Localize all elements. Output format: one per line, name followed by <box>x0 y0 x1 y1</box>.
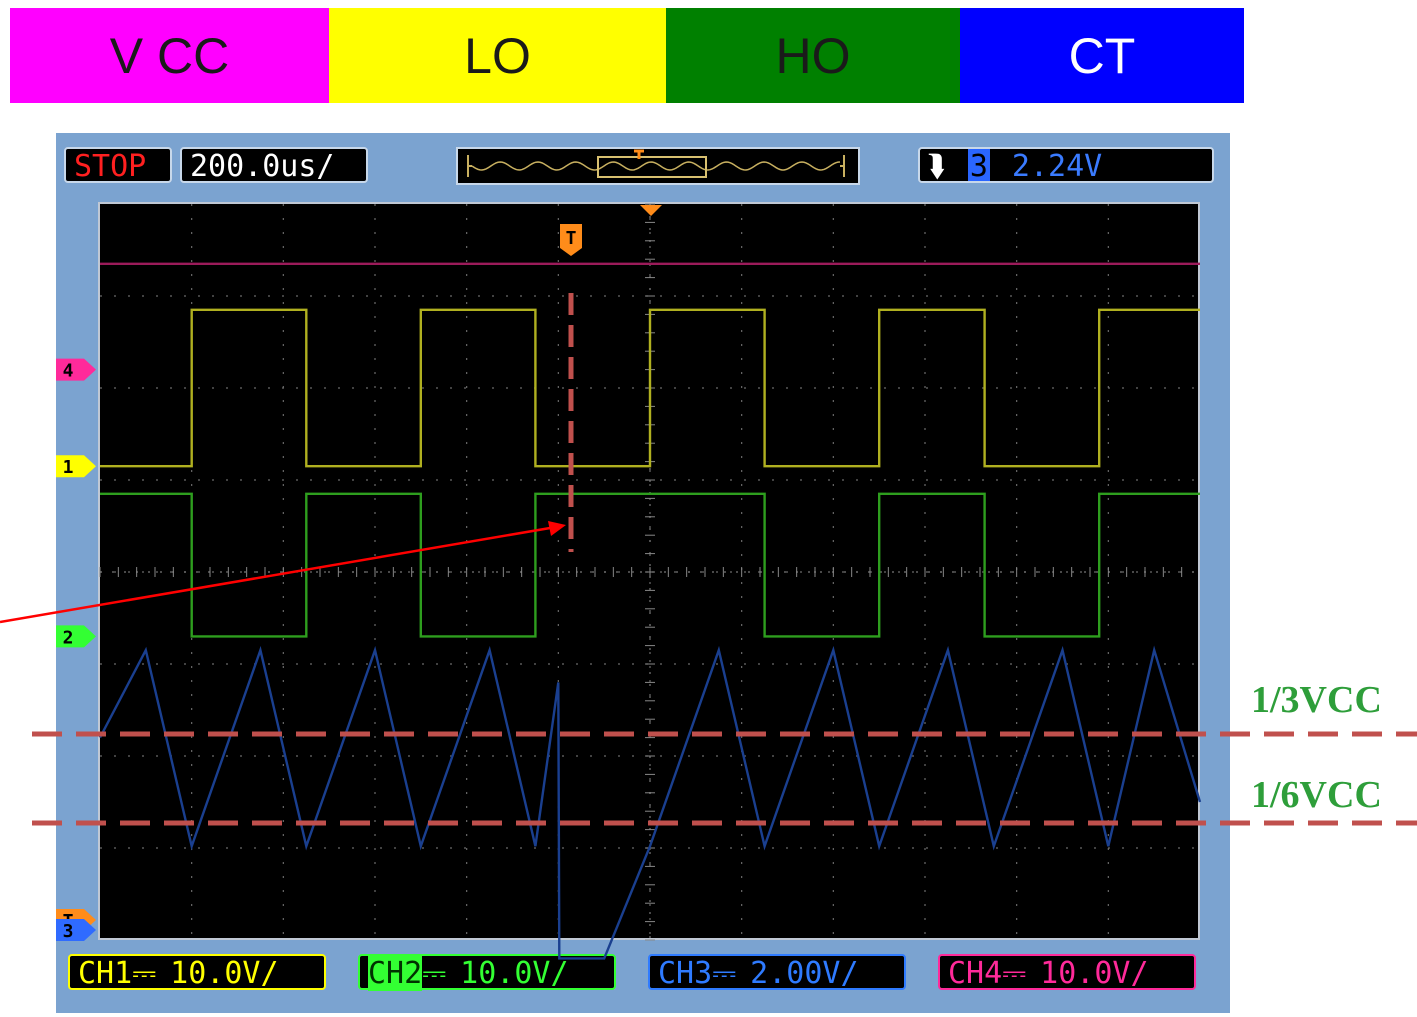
run-status-text: STOP <box>74 149 147 184</box>
timebase-text: 200.0us/ <box>190 149 335 184</box>
ch4-scale-badge: CH4⎓ 10.0V/ <box>938 954 1196 991</box>
trigger-time-marker <box>560 224 582 256</box>
ch2-marker <box>56 625 96 648</box>
legend-ho: HO <box>666 8 960 103</box>
legend-ho-label: HO <box>775 27 851 84</box>
dc-coupling-icon: ⎓ <box>132 956 157 991</box>
ch4-name: CH4 <box>948 956 1003 991</box>
ch2-scale: 10.0V/ <box>460 956 569 991</box>
trace-lo <box>100 308 1200 468</box>
timebase-badge: 200.0us/ <box>180 147 368 184</box>
falling-edge-icon: ⮯ <box>928 149 946 184</box>
legend-vcc: V CC <box>10 8 329 103</box>
legend-vcc-label: V CC <box>109 27 230 84</box>
ch3-name: CH3 <box>658 956 713 991</box>
pointer-arrow-head <box>548 521 566 536</box>
trigger-level: 2.24V <box>1011 149 1103 184</box>
ch2-scale-badge: CH2⎓ 10.0V/ <box>358 954 616 991</box>
ch3-marker <box>56 919 96 941</box>
ch4-marker-label: 4 <box>63 361 74 382</box>
trace-ct <box>98 645 1202 960</box>
trace-ho <box>100 492 1200 638</box>
dc-coupling-icon: ⎓ <box>712 956 737 991</box>
run-status-badge: STOP <box>64 147 172 184</box>
trigger-badge: ⮯ 3 2.24V <box>918 147 1214 184</box>
overview-waveform-icon <box>467 149 845 178</box>
ch1-scale: 10.0V/ <box>170 956 279 991</box>
legend-lo-label: LO <box>464 27 531 84</box>
trigger-position-arrow <box>640 205 662 216</box>
legend-lo: LO <box>329 8 666 103</box>
ch3-scale: 2.00V/ <box>750 956 859 991</box>
one-sixth-vcc-label: 1/6VCC <box>1251 774 1382 816</box>
ch1-marker-label: 1 <box>63 457 74 478</box>
oscilloscope-display: STOP 200.0us/ ⮯ 3 2.24V CH1⎓ 10.0V/ CH2⎓ 1… <box>56 133 1230 1013</box>
waveform-overview <box>456 147 860 185</box>
ch1-scale-badge: CH1⎓ 10.0V/ <box>68 954 326 991</box>
trigger-time-marker-label: T <box>566 228 577 249</box>
ch1-marker <box>56 455 96 478</box>
ch3-marker-label: 3 <box>63 921 74 942</box>
ch2-marker-label: 2 <box>63 627 74 648</box>
dc-coupling-icon: ⎓ <box>1002 956 1027 991</box>
legend-ct: CT <box>960 8 1244 103</box>
ch2-name: CH2 <box>368 956 423 991</box>
pointer-arrow-line <box>0 525 557 624</box>
ch4-scale: 10.0V/ <box>1040 956 1149 991</box>
ch4-marker <box>56 358 96 381</box>
ch1-name: CH1 <box>78 956 133 991</box>
ch3-scale-badge: CH3⎓ 2.00V/ <box>648 954 906 991</box>
trigger-channel: 3 <box>967 149 990 184</box>
dc-coupling-icon: ⎓ <box>422 956 447 991</box>
one-third-vcc-label: 1/3VCC <box>1251 679 1382 721</box>
legend-ct-label: CT <box>1068 27 1136 84</box>
